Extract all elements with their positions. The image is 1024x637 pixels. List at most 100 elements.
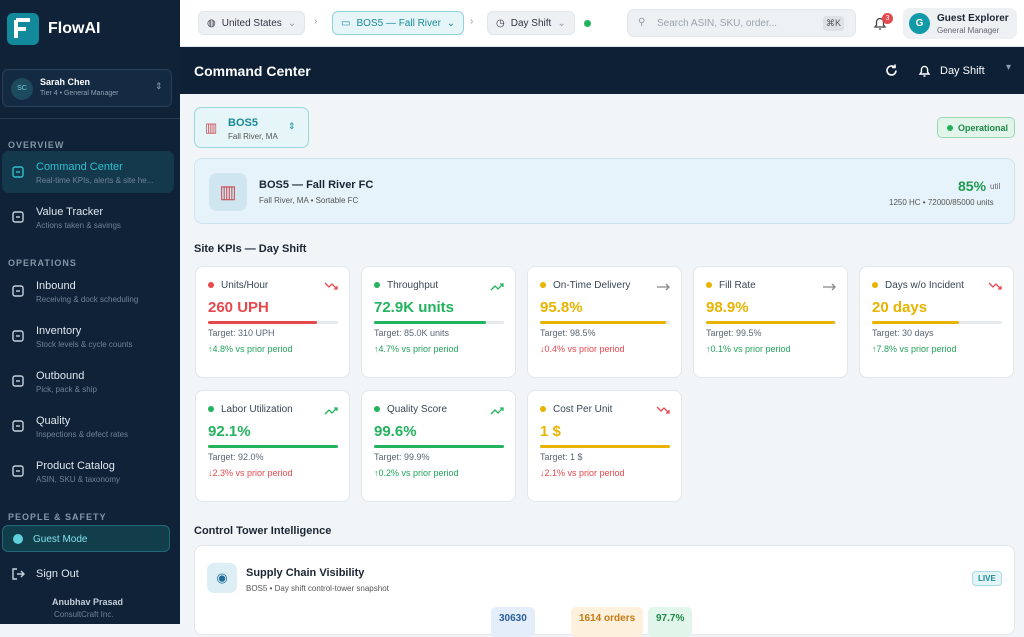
shortcut: ⌘K (823, 16, 845, 31)
kpi-change: ↑4.8% vs prior period (208, 344, 293, 354)
live-badge: LIVE (972, 571, 1002, 586)
visibility-title: Supply Chain Visibility (246, 567, 365, 579)
nav-item[interactable]: Value Tracker Actions taken & savings (2, 196, 174, 238)
nav-label: Inventory (36, 325, 82, 337)
nav-icon-wrap (11, 419, 25, 438)
nav-sub: Actions taken & savings (36, 221, 121, 230)
kpi-value: 95.8% (540, 299, 583, 316)
account[interactable]: G Guest Explorer General Manager (903, 8, 1017, 39)
kpi-name: On-Time Delivery (553, 280, 631, 291)
kpi-card[interactable]: On-Time Delivery 95.8% Target: 98.5% ↓0.4% … (527, 266, 682, 378)
progress-track (208, 445, 338, 448)
nav-icon-wrap (11, 329, 25, 348)
page-header: Command Center Day Shift ▾ (180, 47, 1024, 94)
breadcrumb-sep: › (470, 16, 474, 27)
site-code: BOS5 (228, 117, 258, 129)
kpi-name: Units/Hour (221, 280, 269, 291)
notification-count: 3 (882, 13, 893, 24)
chevron: ▾ (1006, 62, 1012, 73)
site-selector[interactable]: ▭ BOS5 — Fall River ⌄ (332, 11, 465, 35)
progress-track (540, 445, 670, 448)
kpi-card[interactable]: Quality Score 99.6% Target: 99.9% ↑0.2% vs … (361, 390, 516, 502)
nav-item[interactable]: Product Catalog ASIN, SKU & taxonomy (2, 450, 174, 492)
kpi-card[interactable]: Throughput 72.9K units Target: 85.0K units… (361, 266, 516, 378)
trend (656, 279, 670, 297)
kpi-target: Target: 85.0K units (374, 328, 450, 338)
kpi-change: ↑0.1% vs prior period (706, 344, 791, 354)
trend-icon (324, 407, 338, 415)
chevron: ⌄ (557, 17, 566, 29)
progress-track (374, 321, 504, 324)
nav-section-title: OPERATIONS (8, 258, 77, 268)
kpi-change: ↑4.7% vs prior period (374, 344, 459, 354)
nav-icon (12, 166, 24, 178)
topbar: ◍ United States ⌄ › ▭ BOS5 — Fall River ⌄ › … (180, 0, 1024, 47)
nav-label: Product Catalog (36, 460, 115, 472)
kpi-card[interactable]: Labor Utilization 92.1% Target: 92.0% ↓2.3%… (195, 390, 350, 502)
bell[interactable] (872, 15, 888, 31)
account-initial: G (909, 13, 930, 34)
trend-icon (823, 283, 836, 291)
user-role: Tier 4 • General Manager (40, 90, 119, 97)
signout-icon (12, 568, 25, 580)
guest-mode[interactable]: Guest Mode (2, 525, 170, 552)
kpi-card[interactable]: Fill Rate 98.9% Target: 99.5% ↑0.1% vs prio… (693, 266, 848, 378)
visibility-subtitle: BOS5 • Day shift control-tower snapshot (246, 584, 389, 593)
status-dot (374, 406, 380, 412)
logo (7, 13, 39, 45)
nav-section-title: PEOPLE & SAFETY (8, 512, 107, 522)
progress-fill (208, 445, 338, 448)
sidebar: FlowAI SC Sarah Chen Tier 4 • General Ma… (0, 0, 180, 624)
kpi-value: 1 $ (540, 423, 561, 440)
sign-out[interactable]: Sign Out (36, 568, 79, 580)
header-shift[interactable]: Day Shift (940, 65, 985, 77)
progress-track (706, 321, 836, 324)
nav-item[interactable]: Outbound Pick, pack & ship (2, 360, 174, 402)
nav-sub: ASIN, SKU & taxonomy (36, 475, 121, 484)
progress-track (872, 321, 1002, 324)
nav-icon (12, 330, 24, 342)
kpi-target: Target: 99.5% (706, 328, 762, 338)
search[interactable]: ⚲ Search ASIN, SKU, order... ⌘K (627, 9, 856, 37)
nav-item[interactable]: Inbound Receiving & dock scheduling (2, 270, 174, 312)
nav-label: Outbound (36, 370, 85, 382)
kpi-target: Target: 30 days (872, 328, 934, 338)
nav-icon (12, 375, 24, 387)
guest-label: Guest Mode (33, 534, 88, 545)
nav-icon (12, 211, 24, 223)
country-selector[interactable]: ◍ United States ⌄ (198, 11, 306, 35)
nav-label: Inbound (36, 280, 76, 292)
status-dot (540, 406, 546, 412)
kpi-change: ↑7.8% vs prior period (872, 344, 957, 354)
shift-selector[interactable]: ◷ Day Shift ⌄ (487, 11, 575, 35)
kpi-target: Target: 310 UPH (208, 328, 275, 338)
kpi-change: ↓0.4% vs prior period (540, 344, 625, 354)
trend-icon (490, 407, 504, 415)
kpi-card[interactable]: Cost Per Unit 1 $ Target: 1 $ ↓2.1% vs prio… (527, 390, 682, 502)
user-switcher[interactable]: SC Sarah Chen Tier 4 • General Manager ⇕ (2, 69, 172, 107)
nav-sub: Pick, pack & ship (36, 385, 97, 394)
kpi-name: Cost Per Unit (553, 404, 613, 415)
kpi-name: Throughput (387, 280, 439, 291)
kpi-value: 92.1% (208, 423, 251, 440)
user-name: Sarah Chen (40, 77, 91, 87)
kpi-card[interactable]: Units/Hour 260 UPH Target: 310 UPH ↑4.8% vs… (195, 266, 350, 378)
trend-icon (657, 283, 670, 291)
site-location: Fall River, MA (228, 132, 278, 141)
chevron: ⇕ (288, 121, 296, 131)
status-text: Operational (958, 123, 1009, 133)
nav-item[interactable]: Inventory Stock levels & cycle counts (2, 315, 174, 357)
divider (0, 118, 180, 119)
progress-fill (540, 321, 667, 324)
kpi-card[interactable]: Days w/o Incident 20 days Target: 30 days ↑… (859, 266, 1014, 378)
nav-item[interactable]: Quality Inspections & defect rates (2, 405, 174, 447)
nav-item[interactable]: Command Center Real-time KPIs, alerts & s… (2, 151, 174, 193)
refresh[interactable] (884, 63, 899, 78)
country: United States (221, 17, 282, 29)
site-picker[interactable]: ▥ BOS5 Fall River, MA ⇕ (194, 107, 309, 148)
progress-fill (706, 321, 835, 324)
footer-name: Anubhav Prasad (52, 597, 124, 607)
nav-sub: Real-time KPIs, alerts & site he... (36, 176, 154, 185)
trend-icon (490, 283, 504, 291)
nav-section-title: OVERVIEW (8, 140, 65, 150)
